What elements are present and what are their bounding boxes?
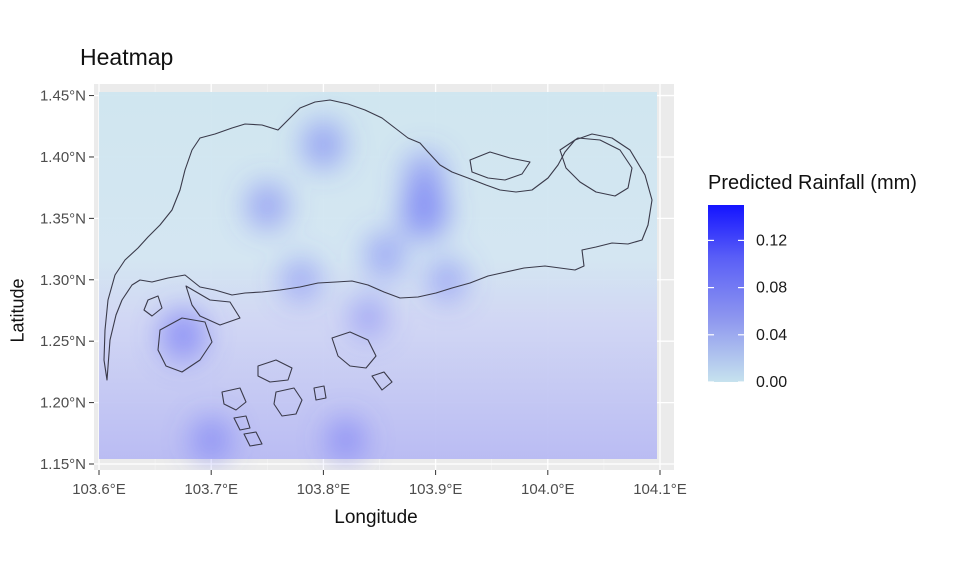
heatmap-hotspot (281, 257, 321, 303)
heatmap-hotspot (301, 120, 345, 170)
mainland-outline (103, 99, 653, 381)
legend-tick-label: 0.04 (756, 327, 787, 344)
southern-island-6 (313, 385, 327, 401)
x-axis-label: Longitude (334, 507, 417, 528)
y-tick-label: 1.40°N (40, 149, 86, 166)
x-tick-label: 104.0°E (521, 481, 575, 498)
heatmap-hotspot (349, 294, 388, 339)
jurong-island (157, 317, 213, 373)
southern-island-1 (257, 359, 293, 383)
legend-title: Predicted Rainfall (mm) (708, 172, 917, 194)
legend-tick-label: 0.12 (756, 232, 787, 249)
heatmap-hotspot (427, 257, 467, 303)
singapore-coastline (103, 99, 653, 447)
x-tick-label: 103.9°E (409, 481, 463, 498)
legend-tick-label: 0.08 (756, 280, 787, 297)
chart-title: Heatmap (80, 44, 174, 70)
southern-island-5 (243, 431, 263, 447)
southern-island-7 (371, 371, 393, 391)
x-tick-labels: 103.6°E 103.7°E 103.8°E 103.9°E 104.0°E 104.1… (72, 481, 687, 498)
sentosa (331, 331, 377, 369)
heatmap-hotspot (190, 416, 232, 463)
southern-island-2 (273, 387, 303, 417)
y-tick-labels: 1.15°N 1.20°N 1.25°N 1.30°N 1.35°N 1.40°N 1.45… (40, 88, 86, 473)
x-tick-label: 103.8°E (297, 481, 351, 498)
pulau-tekong (559, 137, 633, 197)
y-tick-label: 1.15°N (40, 456, 86, 473)
heatmap-hotspot (246, 182, 289, 230)
y-tick-label: 1.45°N (40, 88, 86, 105)
southern-island-3 (221, 387, 247, 411)
southern-island-4 (233, 415, 251, 431)
x-tick-label: 104.1°E (633, 481, 687, 498)
y-tick-label: 1.35°N (40, 210, 86, 227)
y-tick-label: 1.25°N (40, 333, 86, 350)
y-tick-label: 1.20°N (40, 395, 86, 412)
heatmap-hotspot (160, 309, 207, 362)
x-tick-label: 103.6°E (72, 481, 126, 498)
heatmap-hotspot (399, 184, 449, 240)
x-tick-label: 103.7°E (184, 481, 238, 498)
y-tick-label: 1.30°N (40, 272, 86, 289)
axis-ticks (89, 95, 661, 475)
inner-coast-detail-2 (185, 285, 241, 326)
legend-ticks: 0.00 0.04 0.08 0.12 (708, 232, 787, 391)
pulau-ubin (469, 151, 531, 181)
heatmap-hotspot (364, 231, 406, 279)
legend-tick-label: 0.00 (756, 374, 787, 391)
legend-colorbar (708, 205, 744, 382)
heatmap-hotspots (160, 120, 467, 463)
heatmap-hotspot (325, 416, 367, 463)
inner-coast-detail-1 (143, 295, 163, 317)
heatmap-hotspot (403, 151, 446, 200)
